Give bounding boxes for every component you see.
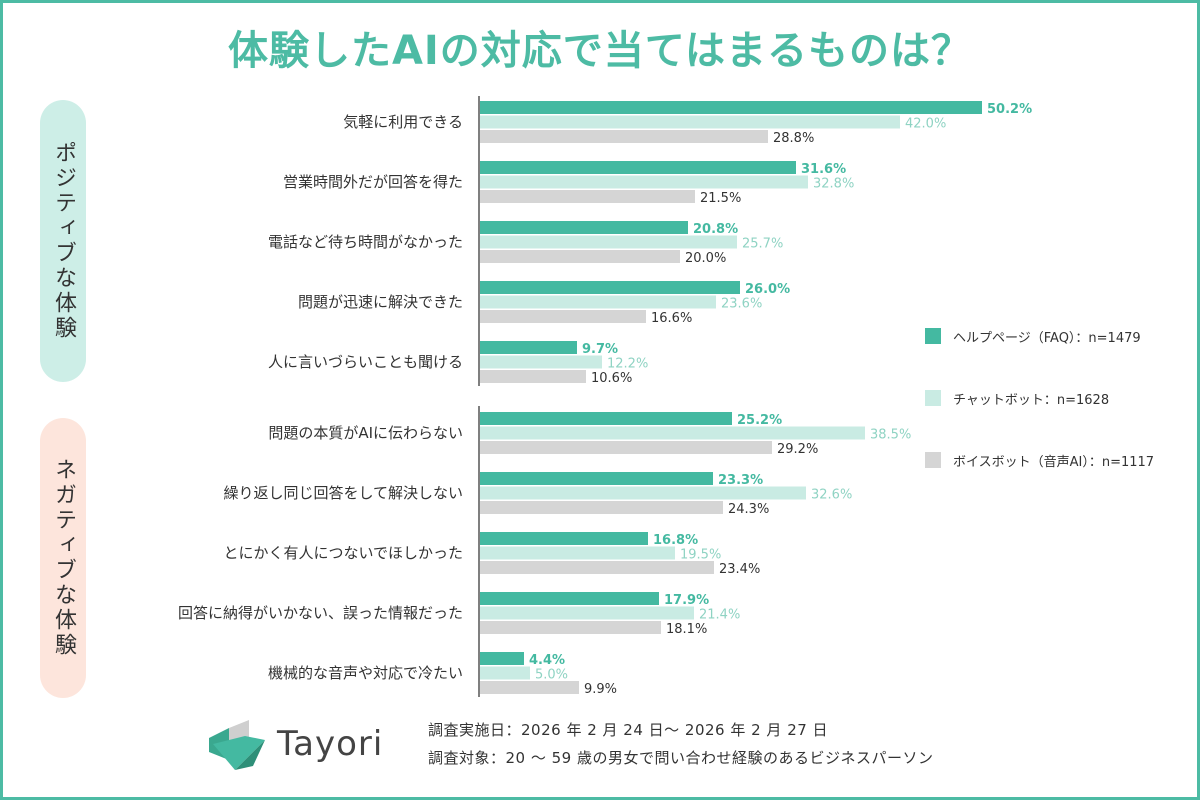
category-label: 気軽に利用できる (343, 113, 463, 131)
positive-group-text: ポジティブな体験 (51, 141, 76, 341)
legend-label-chat: チャットボット：n=1628 (953, 392, 1110, 408)
data-label-help: 50.2% (987, 102, 1032, 117)
bar-chat (480, 486, 806, 500)
bar-chat (480, 666, 530, 680)
data-label-help: 17.9% (664, 593, 709, 608)
data-label-help: 31.6% (801, 162, 846, 177)
bar-voice (480, 130, 768, 143)
legend-label-voice: ボイスボット（音声AI）：n=1117 (953, 454, 1155, 470)
bar-help (480, 412, 732, 425)
data-label-chat: 23.6% (721, 297, 762, 312)
data-label-voice: 16.6% (651, 311, 692, 326)
bar-chat (480, 115, 900, 129)
data-label-chat: 42.0% (905, 117, 946, 132)
data-label-help: 4.4% (529, 653, 565, 668)
bar-help (480, 101, 982, 114)
data-label-help: 25.2% (737, 413, 782, 428)
bar-help (480, 532, 648, 545)
bar-voice (480, 681, 579, 694)
bar-voice (480, 621, 661, 634)
data-label-voice: 21.5% (700, 191, 741, 206)
brand-name: Tayori (277, 724, 384, 764)
data-label-voice: 9.9% (584, 682, 617, 697)
data-label-chat: 5.0% (535, 668, 568, 683)
category-label: 営業時間外だが回答を得た (283, 173, 463, 191)
category-label: 電話など待ち時間がなかった (268, 233, 463, 251)
bar-chat (480, 295, 716, 309)
bar-voice (480, 561, 714, 574)
bar-help (480, 652, 524, 665)
bar-chat (480, 175, 808, 189)
data-label-help: 16.8% (653, 533, 698, 548)
data-label-help: 23.3% (718, 473, 763, 488)
data-label-help: 26.0% (745, 282, 790, 297)
survey-info: 調査実施日：2026 年 2 月 24 日～ 2026 年 2 月 27 日 調… (428, 716, 933, 772)
bar-chat (480, 606, 694, 620)
category-label: 繰り返し同じ回答をして解決しない (223, 484, 463, 502)
data-label-voice: 10.6% (591, 371, 632, 386)
negative-group-label: ネガティブな体験 (40, 418, 86, 698)
bar-help (480, 472, 713, 485)
bar-chat (480, 355, 602, 369)
bar-help (480, 341, 577, 354)
data-label-chat: 19.5% (680, 548, 721, 563)
data-label-help: 9.7% (582, 342, 618, 357)
category-label: 人に言いづらいことも聞ける (268, 353, 463, 371)
bar-voice (480, 501, 723, 514)
legend-swatch-help (925, 328, 941, 344)
bar-chat (480, 426, 865, 440)
data-label-chat: 25.7% (742, 237, 783, 252)
category-label: 機械的な音声や対応で冷たい (268, 664, 463, 682)
legend-item-help: ヘルプページ（FAQ）：n=1479 (925, 326, 1141, 346)
legend-label-help: ヘルプページ（FAQ）：n=1479 (953, 330, 1141, 346)
category-label: 問題が迅速に解決できた (298, 293, 463, 311)
survey-target: 調査対象：20 ～ 59 歳の男女で問い合わせ経験のあるビジネスパーソン (428, 749, 934, 767)
bar-voice (480, 310, 646, 323)
tayori-logo-icon (209, 720, 265, 770)
data-label-chat: 32.6% (811, 488, 852, 503)
bar-help (480, 221, 688, 234)
brand-logo: Tayori (205, 716, 405, 772)
legend-item-chat: チャットボット：n=1628 (925, 388, 1109, 408)
legend-item-voice: ボイスボット（音声AI）：n=1117 (925, 450, 1154, 470)
data-label-voice: 23.4% (719, 562, 760, 577)
data-label-help: 20.8% (693, 222, 738, 237)
legend-swatch-chat (925, 390, 941, 406)
bar-voice (480, 370, 586, 383)
legend-swatch-voice (925, 452, 941, 468)
bar-chat (480, 235, 737, 249)
data-label-voice: 28.8% (773, 131, 814, 146)
data-label-chat: 12.2% (607, 357, 648, 372)
data-label-chat: 38.5% (870, 428, 911, 443)
page-title: 体験したAIの対応で当てはまるものは？ (227, 28, 973, 74)
data-label-voice: 18.1% (666, 622, 707, 637)
bar-help (480, 281, 740, 294)
positive-group-label: ポジティブな体験 (40, 100, 86, 382)
data-label-chat: 32.8% (813, 177, 854, 192)
bar-voice (480, 441, 772, 454)
data-label-chat: 21.4% (699, 608, 740, 623)
negative-group-text: ネガティブな体験 (51, 458, 76, 658)
bar-chat (480, 546, 675, 560)
data-label-voice: 29.2% (777, 442, 818, 457)
category-label: 問題の本質がAIに伝わらない (268, 424, 463, 442)
bar-voice (480, 250, 680, 263)
data-label-voice: 24.3% (728, 502, 769, 517)
bar-help (480, 592, 659, 605)
category-label: 回答に納得がいかない、誤った情報だった (178, 604, 463, 622)
bar-voice (480, 190, 695, 203)
data-label-voice: 20.0% (685, 251, 726, 266)
survey-period: 調査実施日：2026 年 2 月 24 日～ 2026 年 2 月 27 日 (428, 721, 829, 739)
category-label: とにかく有人につないでほしかった (223, 544, 463, 562)
bar-help (480, 161, 796, 174)
